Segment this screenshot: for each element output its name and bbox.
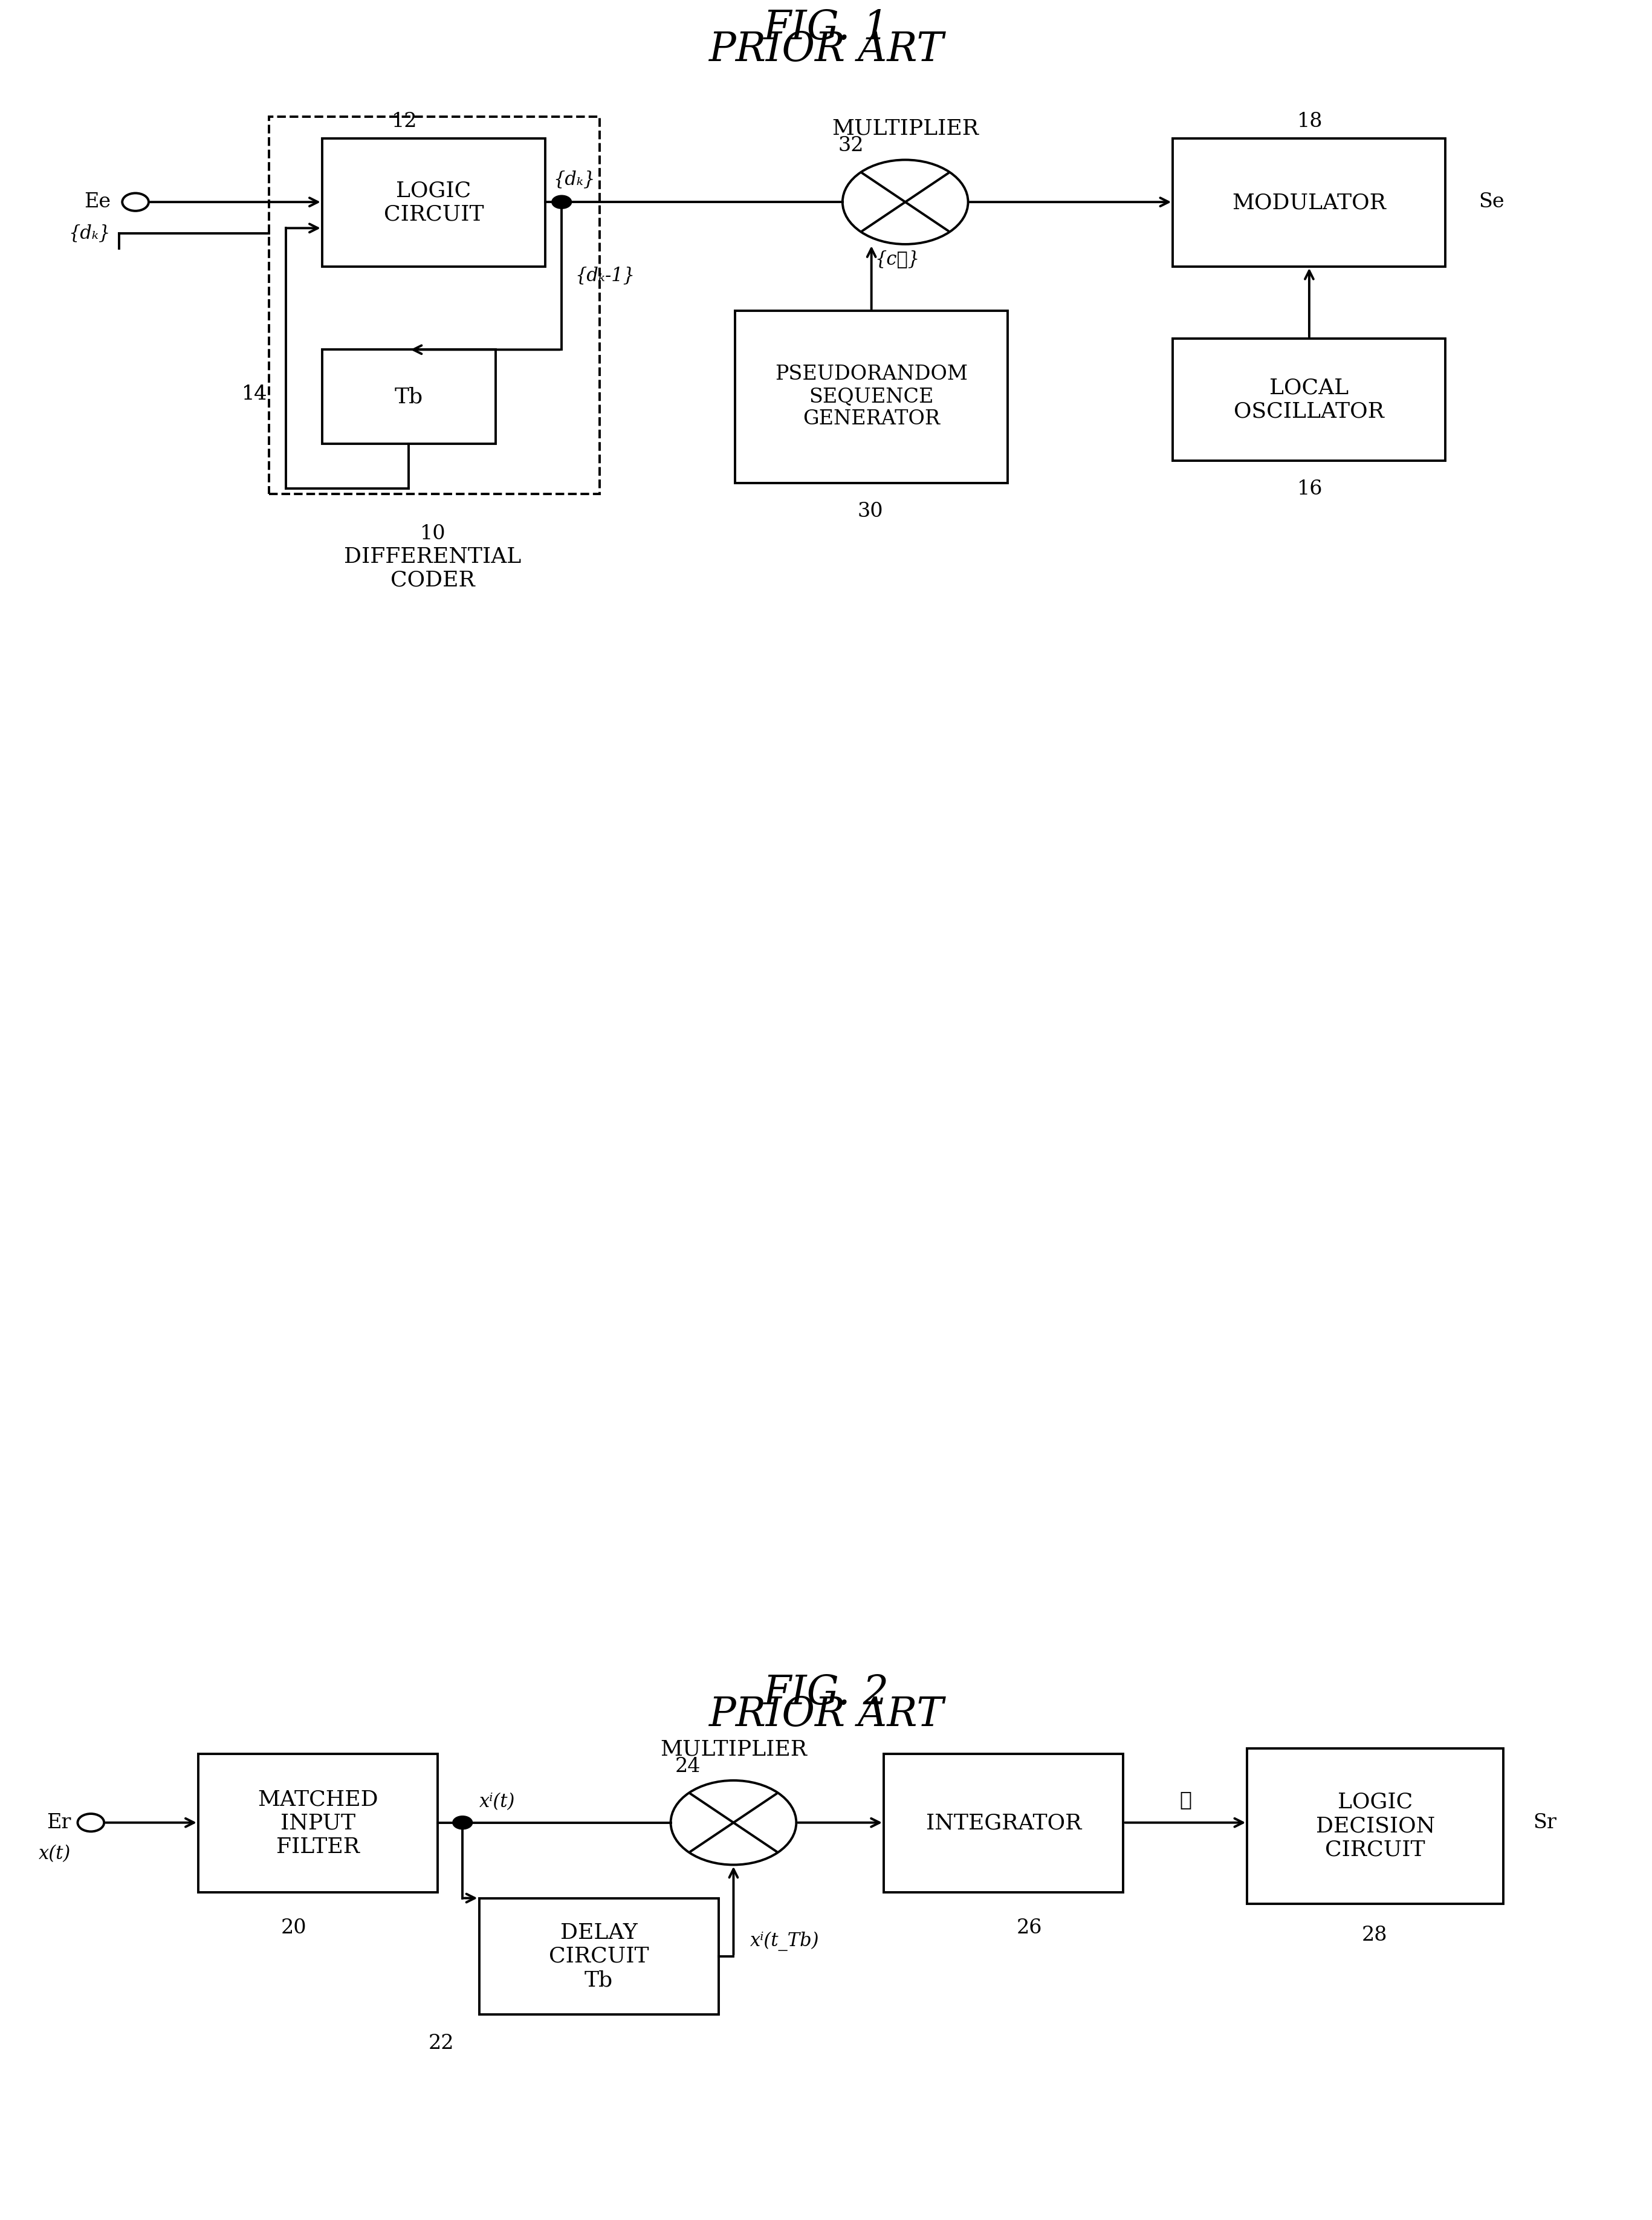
Text: xⁱ(t_Tb): xⁱ(t_Tb)	[750, 1931, 819, 1951]
Text: 30: 30	[857, 502, 884, 522]
Text: 22: 22	[428, 2034, 454, 2054]
Text: FIG. 1: FIG. 1	[763, 9, 889, 47]
Text: x(t): x(t)	[40, 1845, 71, 1863]
Text: 26: 26	[1016, 1918, 1042, 1938]
Bar	[1247, 1749, 1503, 1903]
Text: Er: Er	[46, 1814, 71, 1832]
Text: 14: 14	[241, 384, 268, 404]
Text: Tb: Tb	[395, 386, 423, 406]
Bar	[322, 349, 496, 444]
Text: PRIOR ART: PRIOR ART	[709, 1696, 943, 1734]
Bar	[322, 138, 545, 266]
Text: MULTIPLIER: MULTIPLIER	[661, 1738, 806, 1758]
Text: FIG. 2: FIG. 2	[763, 1674, 889, 1712]
Text: 16: 16	[1297, 480, 1323, 500]
Bar	[479, 1898, 719, 2016]
Text: {dₖ-1}: {dₖ-1}	[575, 266, 634, 284]
Text: Ee: Ee	[84, 193, 111, 211]
Text: ℓ: ℓ	[1180, 1789, 1191, 1809]
Text: LOCAL
OSCILLATOR: LOCAL OSCILLATOR	[1234, 377, 1384, 422]
Text: 10: 10	[420, 524, 446, 544]
Bar	[735, 311, 1008, 482]
Text: INTEGRATOR: INTEGRATOR	[925, 1814, 1082, 1834]
Text: DELAY
CIRCUIT
Tb: DELAY CIRCUIT Tb	[548, 1923, 649, 1991]
Text: 18: 18	[1297, 111, 1323, 131]
Text: PRIOR ART: PRIOR ART	[709, 31, 943, 69]
Text: PSEUDORANDOM
SEQUENCE
GENERATOR: PSEUDORANDOM SEQUENCE GENERATOR	[775, 364, 968, 428]
Text: {dₖ}: {dₖ}	[553, 171, 595, 189]
Circle shape	[453, 1816, 472, 1829]
Text: LOGIC
CIRCUIT: LOGIC CIRCUIT	[383, 180, 484, 224]
Bar	[269, 115, 600, 493]
Text: DIFFERENTIAL
CODER: DIFFERENTIAL CODER	[344, 546, 522, 591]
Text: LOGIC
DECISION
CIRCUIT: LOGIC DECISION CIRCUIT	[1315, 1792, 1436, 1860]
Bar	[884, 1754, 1123, 1891]
Text: 14: 14	[241, 384, 268, 404]
Text: MODULATOR: MODULATOR	[1232, 193, 1386, 213]
Text: MULTIPLIER: MULTIPLIER	[833, 118, 978, 138]
Text: 32: 32	[838, 135, 864, 155]
Text: Sr: Sr	[1533, 1814, 1556, 1832]
Text: {cℓ}: {cℓ}	[876, 251, 920, 269]
Bar	[198, 1754, 438, 1891]
Text: Se: Se	[1479, 193, 1505, 211]
Text: 24: 24	[674, 1756, 700, 1776]
Bar	[1173, 337, 1446, 460]
Text: 20: 20	[281, 1918, 307, 1938]
Text: MATCHED
INPUT
FILTER: MATCHED INPUT FILTER	[258, 1789, 378, 1858]
Bar	[1173, 138, 1446, 266]
Text: xⁱ(t): xⁱ(t)	[479, 1794, 515, 1812]
Circle shape	[552, 195, 572, 209]
Text: {dₖ}: {dₖ}	[69, 224, 111, 242]
Text: 12: 12	[392, 111, 418, 131]
Text: 28: 28	[1361, 1925, 1388, 1945]
